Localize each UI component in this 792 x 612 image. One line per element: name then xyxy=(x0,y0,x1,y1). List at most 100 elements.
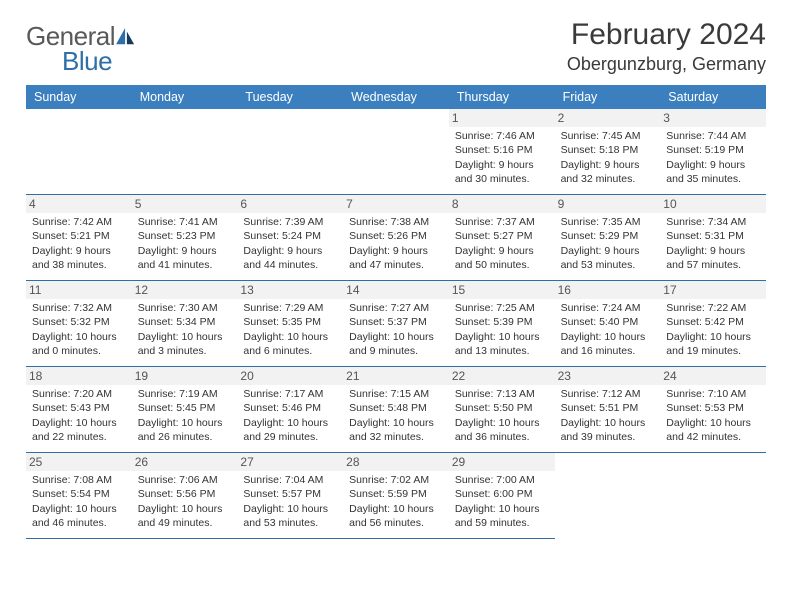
day-number: 4 xyxy=(26,195,132,213)
day-number: 23 xyxy=(555,367,661,385)
weekday-header: Sunday xyxy=(26,85,132,109)
day-cell: 1 Sunrise: 7:46 AMSunset: 5:16 PMDaylight… xyxy=(449,109,555,195)
day-info: Sunrise: 7:37 AMSunset: 5:27 PMDaylight:… xyxy=(455,215,549,272)
weekday-header: Thursday xyxy=(449,85,555,109)
day-number: 15 xyxy=(449,281,555,299)
day-cell: 22 Sunrise: 7:13 AMSunset: 5:50 PMDayligh… xyxy=(449,367,555,453)
logo: GeneralBlue xyxy=(26,18,136,74)
calendar-body: 1 Sunrise: 7:46 AMSunset: 5:16 PMDaylight… xyxy=(26,109,766,539)
location: Obergunzburg, Germany xyxy=(567,54,766,75)
day-info: Sunrise: 7:42 AMSunset: 5:21 PMDaylight:… xyxy=(32,215,126,272)
day-cell: 19Sunrise: 7:19 AMSunset: 5:45 PMDayligh… xyxy=(132,367,238,453)
day-info: Sunrise: 7:27 AMSunset: 5:37 PMDaylight:… xyxy=(349,301,443,358)
day-cell: 13 Sunrise: 7:29 AMSunset: 5:35 PMDayligh… xyxy=(237,281,343,367)
day-number: 1 xyxy=(449,109,555,127)
day-cell: 27Sunrise: 7:04 AMSunset: 5:57 PMDayligh… xyxy=(237,453,343,539)
day-cell: 18Sunrise: 7:20 AMSunset: 5:43 PMDayligh… xyxy=(26,367,132,453)
day-info: Sunrise: 7:29 AMSunset: 5:35 PMDaylight:… xyxy=(243,301,337,358)
day-cell: 17 Sunrise: 7:22 AMSunset: 5:42 PMDayligh… xyxy=(660,281,766,367)
day-info: Sunrise: 7:44 AMSunset: 5:19 PMDaylight:… xyxy=(666,129,760,186)
day-cell: 26 Sunrise: 7:06 AMSunset: 5:56 PMDayligh… xyxy=(132,453,238,539)
day-number: 5 xyxy=(132,195,238,213)
day-info: Sunrise: 7:20 AMSunset: 5:43 PMDaylight:… xyxy=(32,387,126,444)
day-cell: 11Sunrise: 7:32 AMSunset: 5:32 PMDayligh… xyxy=(26,281,132,367)
empty-cell xyxy=(132,109,238,195)
day-cell: 20 Sunrise: 7:17 AMSunset: 5:46 PMDayligh… xyxy=(237,367,343,453)
calendar: SundayMondayTuesdayWednesdayThursdayFrid… xyxy=(26,85,766,539)
day-info: Sunrise: 7:46 AMSunset: 5:16 PMDaylight:… xyxy=(455,129,549,186)
day-cell: 14 Sunrise: 7:27 AMSunset: 5:37 PMDayligh… xyxy=(343,281,449,367)
day-info: Sunrise: 7:34 AMSunset: 5:31 PMDaylight:… xyxy=(666,215,760,272)
day-cell: 25 Sunrise: 7:08 AMSunset: 5:54 PMDayligh… xyxy=(26,453,132,539)
day-cell: 15 Sunrise: 7:25 AMSunset: 5:39 PMDayligh… xyxy=(449,281,555,367)
empty-cell xyxy=(26,109,132,195)
day-info: Sunrise: 7:38 AMSunset: 5:26 PMDaylight:… xyxy=(349,215,443,272)
day-info: Sunrise: 7:30 AMSunset: 5:34 PMDaylight:… xyxy=(138,301,232,358)
day-number: 11 xyxy=(26,281,132,299)
day-number: 25 xyxy=(26,453,132,471)
day-number: 6 xyxy=(237,195,343,213)
day-number: 22 xyxy=(449,367,555,385)
day-cell: 23 Sunrise: 7:12 AMSunset: 5:51 PMDayligh… xyxy=(555,367,661,453)
day-cell: 9 Sunrise: 7:35 AMSunset: 5:29 PMDaylight… xyxy=(555,195,661,281)
day-info: Sunrise: 7:22 AMSunset: 5:42 PMDaylight:… xyxy=(666,301,760,358)
day-cell: 24 Sunrise: 7:10 AMSunset: 5:53 PMDayligh… xyxy=(660,367,766,453)
day-cell: 21 Sunrise: 7:15 AMSunset: 5:48 PMDayligh… xyxy=(343,367,449,453)
day-cell: 16 Sunrise: 7:24 AMSunset: 5:40 PMDayligh… xyxy=(555,281,661,367)
day-number: 20 xyxy=(237,367,343,385)
weekday-header: Friday xyxy=(555,85,661,109)
day-cell: 8 Sunrise: 7:37 AMSunset: 5:27 PMDaylight… xyxy=(449,195,555,281)
logo-sail-icon xyxy=(116,28,136,49)
day-info: Sunrise: 7:17 AMSunset: 5:46 PMDaylight:… xyxy=(243,387,337,444)
empty-cell xyxy=(343,109,449,195)
empty-cell xyxy=(555,453,661,539)
day-info: Sunrise: 7:25 AMSunset: 5:39 PMDaylight:… xyxy=(455,301,549,358)
day-info: Sunrise: 7:41 AMSunset: 5:23 PMDaylight:… xyxy=(138,215,232,272)
day-cell: 29 Sunrise: 7:00 AMSunset: 6:00 PMDayligh… xyxy=(449,453,555,539)
day-number: 26 xyxy=(132,453,238,471)
day-cell: 2Sunrise: 7:45 AMSunset: 5:18 PMDaylight… xyxy=(555,109,661,195)
day-info: Sunrise: 7:00 AMSunset: 6:00 PMDaylight:… xyxy=(455,473,549,530)
day-number: 14 xyxy=(343,281,449,299)
weekday-header: Monday xyxy=(132,85,238,109)
day-number: 10 xyxy=(660,195,766,213)
day-number: 19 xyxy=(132,367,238,385)
day-number: 3 xyxy=(660,109,766,127)
day-number: 28 xyxy=(343,453,449,471)
weekday-header: Wednesday xyxy=(343,85,449,109)
day-number: 17 xyxy=(660,281,766,299)
weekday-header: Saturday xyxy=(660,85,766,109)
day-cell: 6Sunrise: 7:39 AMSunset: 5:24 PMDaylight… xyxy=(237,195,343,281)
day-number: 12 xyxy=(132,281,238,299)
calendar-header-row: SundayMondayTuesdayWednesdayThursdayFrid… xyxy=(26,85,766,109)
day-cell: 5 Sunrise: 7:41 AMSunset: 5:23 PMDaylight… xyxy=(132,195,238,281)
day-number: 13 xyxy=(237,281,343,299)
day-info: Sunrise: 7:13 AMSunset: 5:50 PMDaylight:… xyxy=(455,387,549,444)
day-info: Sunrise: 7:08 AMSunset: 5:54 PMDaylight:… xyxy=(32,473,126,530)
day-number: 9 xyxy=(555,195,661,213)
day-info: Sunrise: 7:06 AMSunset: 5:56 PMDaylight:… xyxy=(138,473,232,530)
day-cell: 10 Sunrise: 7:34 AMSunset: 5:31 PMDayligh… xyxy=(660,195,766,281)
day-number: 2 xyxy=(555,109,661,127)
day-info: Sunrise: 7:12 AMSunset: 5:51 PMDaylight:… xyxy=(561,387,655,444)
day-number: 16 xyxy=(555,281,661,299)
day-cell: 4 Sunrise: 7:42 AMSunset: 5:21 PMDaylight… xyxy=(26,195,132,281)
title-block: February 2024 Obergunzburg, Germany xyxy=(567,18,766,75)
day-cell: 3 Sunrise: 7:44 AMSunset: 5:19 PMDaylight… xyxy=(660,109,766,195)
day-number: 21 xyxy=(343,367,449,385)
empty-cell xyxy=(660,453,766,539)
day-info: Sunrise: 7:35 AMSunset: 5:29 PMDaylight:… xyxy=(561,215,655,272)
month-title: February 2024 xyxy=(567,18,766,52)
day-info: Sunrise: 7:04 AMSunset: 5:57 PMDaylight:… xyxy=(243,473,337,530)
day-cell: 7Sunrise: 7:38 AMSunset: 5:26 PMDaylight… xyxy=(343,195,449,281)
empty-cell xyxy=(237,109,343,195)
day-number: 24 xyxy=(660,367,766,385)
day-info: Sunrise: 7:15 AMSunset: 5:48 PMDaylight:… xyxy=(349,387,443,444)
day-info: Sunrise: 7:24 AMSunset: 5:40 PMDaylight:… xyxy=(561,301,655,358)
weekday-header: Tuesday xyxy=(237,85,343,109)
logo-text-blue: Blue xyxy=(62,46,112,76)
day-info: Sunrise: 7:10 AMSunset: 5:53 PMDaylight:… xyxy=(666,387,760,444)
day-number: 29 xyxy=(449,453,555,471)
day-number: 8 xyxy=(449,195,555,213)
day-info: Sunrise: 7:02 AMSunset: 5:59 PMDaylight:… xyxy=(349,473,443,530)
